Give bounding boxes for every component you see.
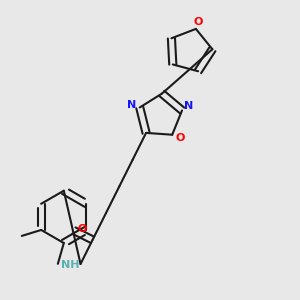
Text: N: N — [184, 101, 193, 111]
Text: O: O — [176, 133, 185, 143]
Text: O: O — [194, 17, 203, 27]
Text: O: O — [77, 224, 87, 234]
Text: N: N — [127, 100, 136, 110]
Text: NH: NH — [61, 260, 80, 271]
